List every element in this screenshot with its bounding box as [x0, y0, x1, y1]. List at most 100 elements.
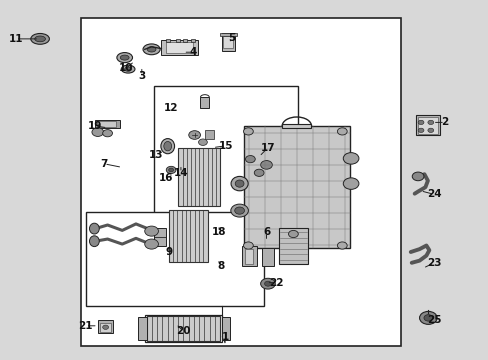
Circle shape: [419, 311, 436, 324]
Text: 21: 21: [78, 321, 93, 331]
Text: 5: 5: [228, 33, 235, 43]
Circle shape: [423, 315, 432, 321]
Text: 10: 10: [119, 63, 133, 73]
Bar: [98, 320, 113, 333]
Circle shape: [337, 128, 346, 135]
Circle shape: [254, 169, 264, 176]
Circle shape: [417, 128, 423, 132]
Circle shape: [178, 159, 188, 166]
Ellipse shape: [120, 55, 129, 60]
Ellipse shape: [89, 236, 99, 247]
Text: 20: 20: [176, 326, 190, 336]
Text: 22: 22: [268, 278, 283, 288]
Bar: [190, 39, 194, 42]
Bar: [223, 36, 232, 48]
Text: 8: 8: [217, 261, 224, 271]
Bar: [154, 228, 166, 246]
Ellipse shape: [161, 139, 174, 154]
Ellipse shape: [163, 141, 171, 151]
Text: 25: 25: [426, 315, 441, 325]
Circle shape: [427, 128, 433, 132]
Circle shape: [144, 226, 158, 236]
Bar: [178, 148, 220, 206]
Ellipse shape: [124, 67, 131, 71]
Bar: [278, 228, 307, 264]
Ellipse shape: [230, 176, 247, 191]
Bar: [138, 317, 146, 340]
Bar: [161, 40, 198, 55]
Ellipse shape: [235, 180, 244, 187]
Ellipse shape: [117, 53, 132, 63]
Text: 3: 3: [138, 71, 145, 81]
Bar: [220, 33, 236, 36]
Circle shape: [102, 130, 112, 137]
Bar: [176, 39, 180, 42]
Text: 2: 2: [441, 117, 447, 127]
Ellipse shape: [35, 36, 45, 42]
Text: 14: 14: [173, 168, 188, 178]
Bar: [146, 316, 220, 341]
Text: 9: 9: [165, 247, 172, 257]
Text: 7: 7: [100, 159, 108, 169]
Bar: [154, 86, 298, 223]
Text: 4: 4: [189, 47, 197, 57]
Circle shape: [260, 278, 275, 289]
Circle shape: [230, 204, 248, 217]
Circle shape: [92, 128, 103, 136]
Bar: [183, 39, 187, 42]
Circle shape: [417, 120, 423, 125]
Circle shape: [168, 168, 173, 172]
Text: 6: 6: [263, 227, 269, 237]
Bar: [261, 248, 273, 266]
Bar: [282, 124, 311, 128]
Circle shape: [337, 242, 346, 249]
Bar: [95, 120, 120, 128]
Circle shape: [260, 161, 272, 169]
Bar: [97, 121, 116, 127]
Text: 19: 19: [88, 121, 102, 131]
Bar: [145, 315, 221, 342]
Circle shape: [288, 230, 298, 238]
Circle shape: [243, 242, 253, 249]
Text: 24: 24: [426, 189, 441, 199]
Ellipse shape: [121, 65, 135, 73]
Text: 1: 1: [221, 332, 228, 342]
Bar: [81, 18, 400, 346]
Bar: [205, 130, 214, 139]
Circle shape: [343, 153, 358, 164]
Text: 15: 15: [218, 141, 233, 151]
Text: 18: 18: [211, 227, 226, 237]
Circle shape: [343, 178, 358, 189]
Bar: [100, 323, 111, 332]
Bar: [221, 33, 235, 51]
Circle shape: [188, 131, 200, 139]
Bar: [242, 246, 256, 266]
Ellipse shape: [31, 33, 49, 44]
Bar: [85, 212, 264, 306]
Circle shape: [245, 156, 255, 163]
Text: 16: 16: [159, 173, 173, 183]
Bar: [168, 210, 207, 262]
Ellipse shape: [89, 223, 99, 234]
Circle shape: [427, 120, 433, 125]
Bar: [221, 317, 229, 340]
Bar: [200, 97, 209, 108]
Circle shape: [243, 128, 253, 135]
Bar: [417, 117, 437, 134]
Circle shape: [102, 325, 108, 329]
Text: 11: 11: [8, 34, 23, 44]
Circle shape: [411, 172, 423, 181]
Circle shape: [264, 281, 271, 286]
Bar: [244, 126, 349, 248]
Text: 13: 13: [149, 150, 163, 160]
Text: 12: 12: [163, 103, 178, 113]
Bar: [245, 249, 253, 264]
Ellipse shape: [142, 44, 160, 55]
Bar: [415, 115, 439, 135]
Circle shape: [144, 239, 158, 249]
Text: 17: 17: [260, 143, 275, 153]
Text: 23: 23: [426, 258, 441, 268]
Ellipse shape: [147, 46, 156, 52]
Circle shape: [166, 166, 176, 174]
Circle shape: [198, 139, 207, 145]
